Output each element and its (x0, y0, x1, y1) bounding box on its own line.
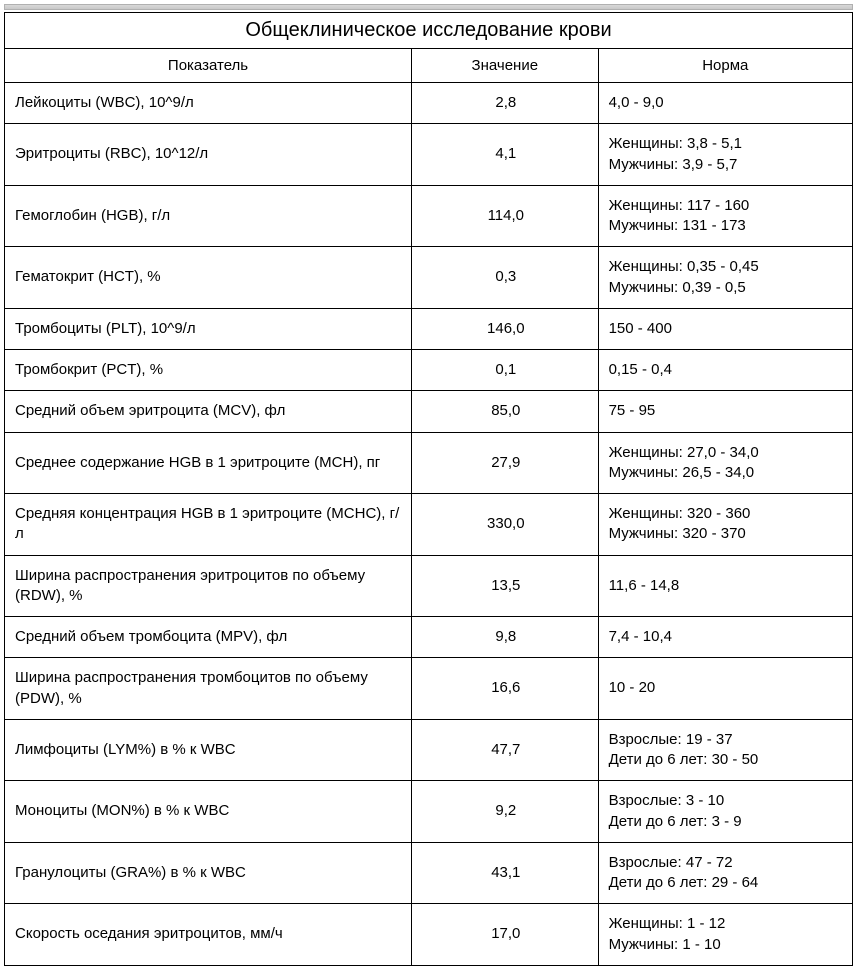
param-cell: Среднее содержание HGB в 1 эритроците (M… (5, 432, 412, 494)
window-top-bar (4, 4, 853, 10)
norm-cell: Женщины: 1 - 12Мужчины: 1 - 10 (598, 904, 852, 966)
param-cell: Моноциты (MON%) в % к WBC (5, 781, 412, 843)
table-row: Тромбоциты (PLT), 10^9/л146,0 150 - 400 (5, 308, 853, 349)
value-cell: 2,8 (412, 83, 599, 124)
table-title: Общеклиническое исследование крови (5, 13, 853, 49)
norm-line: Мужчины: 3,9 - 5,7 (609, 155, 844, 175)
value-cell: 0,3 (412, 247, 599, 309)
norm-cell: 7,4 - 10,4 (598, 617, 852, 658)
norm-cell: 4,0 - 9,0 (598, 83, 852, 124)
value-cell: 0,1 (412, 350, 599, 391)
norm-line: Женщины: 1 - 12 (609, 914, 844, 934)
norm-cell: 150 - 400 (598, 308, 852, 349)
param-cell: Скорость оседания эритроцитов, мм/ч (5, 904, 412, 966)
norm-line: Женщины: 0,35 - 0,45 (609, 257, 844, 277)
value-cell: 17,0 (412, 904, 599, 966)
value-cell: 9,2 (412, 781, 599, 843)
norm-cell: Взрослые: 19 - 37Дети до 6 лет: 30 - 50 (598, 719, 852, 781)
norm-line: Дети до 6 лет: 3 - 9 (609, 812, 844, 832)
param-cell: Эритроциты (RBC), 10^12/л (5, 124, 412, 186)
value-cell: 13,5 (412, 555, 599, 617)
value-cell: 43,1 (412, 842, 599, 904)
value-cell: 330,0 (412, 494, 599, 556)
norm-line: 4,0 - 9,0 (609, 93, 844, 113)
norm-cell: Взрослые: 3 - 10Дети до 6 лет: 3 - 9 (598, 781, 852, 843)
table-row: Скорость оседания эритроцитов, мм/ч17,0Ж… (5, 904, 853, 966)
header-value: Значение (412, 49, 599, 83)
param-cell: Средний объем тромбоцита (MPV), фл (5, 617, 412, 658)
norm-cell: Женщины: 0,35 - 0,45Мужчины: 0,39 - 0,5 (598, 247, 852, 309)
norm-cell: Женщины: 117 - 160Мужчины: 131 - 173 (598, 185, 852, 247)
table-row: Лимфоциты (LYM%) в % к WBC47,7Взрослые: … (5, 719, 853, 781)
norm-cell: 10 - 20 (598, 658, 852, 720)
param-cell: Лейкоциты (WBC), 10^9/л (5, 83, 412, 124)
table-row: Ширина распространения эритроцитов по об… (5, 555, 853, 617)
table-row: Средний объем тромбоцита (MPV), фл9,8 7,4… (5, 617, 853, 658)
value-cell: 85,0 (412, 391, 599, 432)
norm-line: Женщины: 27,0 - 34,0 (609, 443, 844, 463)
value-cell: 16,6 (412, 658, 599, 720)
norm-line: Дети до 6 лет: 29 - 64 (609, 873, 844, 893)
table-row: Гематокрит (HCT), %0,3Женщины: 0,35 - 0,… (5, 247, 853, 309)
norm-cell: Взрослые: 47 - 72Дети до 6 лет: 29 - 64 (598, 842, 852, 904)
param-cell: Ширина распространения эритроцитов по об… (5, 555, 412, 617)
header-norm: Норма (598, 49, 852, 83)
norm-line: 10 - 20 (609, 678, 844, 698)
param-cell: Средний объем эритроцита (MCV), фл (5, 391, 412, 432)
norm-cell: 11,6 - 14,8 (598, 555, 852, 617)
norm-line: Взрослые: 19 - 37 (609, 730, 844, 750)
value-cell: 27,9 (412, 432, 599, 494)
value-cell: 146,0 (412, 308, 599, 349)
norm-line: Мужчины: 131 - 173 (609, 216, 844, 236)
header-param: Показатель (5, 49, 412, 83)
header-row: Показатель Значение Норма (5, 49, 853, 83)
param-cell: Средняя концентрация HGB в 1 эритроците … (5, 494, 412, 556)
table-row: Ширина распространения тромбоцитов по об… (5, 658, 853, 720)
param-cell: Лимфоциты (LYM%) в % к WBC (5, 719, 412, 781)
param-cell: Гемоглобин (HGB), г/л (5, 185, 412, 247)
norm-line: 150 - 400 (609, 319, 844, 339)
value-cell: 114,0 (412, 185, 599, 247)
norm-cell: Женщины: 3,8 - 5,1Мужчины: 3,9 - 5,7 (598, 124, 852, 186)
norm-line: Мужчины: 0,39 - 0,5 (609, 278, 844, 298)
norm-line: Взрослые: 47 - 72 (609, 853, 844, 873)
norm-line: Дети до 6 лет: 30 - 50 (609, 750, 844, 770)
param-cell: Гематокрит (HCT), % (5, 247, 412, 309)
param-cell: Гранулоциты (GRA%) в % к WBC (5, 842, 412, 904)
param-cell: Тромбоциты (PLT), 10^9/л (5, 308, 412, 349)
norm-line: 7,4 - 10,4 (609, 627, 844, 647)
table-row: Среднее содержание HGB в 1 эритроците (M… (5, 432, 853, 494)
norm-cell: Женщины: 27,0 - 34,0Мужчины: 26,5 - 34,0 (598, 432, 852, 494)
norm-line: Мужчины: 320 - 370 (609, 524, 844, 544)
table-row: Средняя концентрация HGB в 1 эритроците … (5, 494, 853, 556)
norm-cell: 75 - 95 (598, 391, 852, 432)
blood-test-table: Общеклиническое исследование крови Показ… (4, 12, 853, 966)
param-cell: Ширина распространения тромбоцитов по об… (5, 658, 412, 720)
value-cell: 9,8 (412, 617, 599, 658)
norm-line: Мужчины: 1 - 10 (609, 935, 844, 955)
norm-line: Женщины: 117 - 160 (609, 196, 844, 216)
norm-line: Женщины: 3,8 - 5,1 (609, 134, 844, 154)
norm-line: 0,15 - 0,4 (609, 360, 844, 380)
title-row: Общеклиническое исследование крови (5, 13, 853, 49)
norm-line: Женщины: 320 - 360 (609, 504, 844, 524)
table-row: Гранулоциты (GRA%) в % к WBC43,1Взрослые… (5, 842, 853, 904)
norm-line: 11,6 - 14,8 (609, 576, 844, 596)
table-row: Гемоглобин (HGB), г/л114,0Женщины: 117 -… (5, 185, 853, 247)
param-cell: Тромбокрит (PCT), % (5, 350, 412, 391)
table-row: Тромбокрит (PCT), %0,1 0,15 - 0,4 (5, 350, 853, 391)
norm-line: 75 - 95 (609, 401, 844, 421)
norm-line: Взрослые: 3 - 10 (609, 791, 844, 811)
norm-cell: 0,15 - 0,4 (598, 350, 852, 391)
table-row: Средний объем эритроцита (MCV), фл85,0 75… (5, 391, 853, 432)
value-cell: 47,7 (412, 719, 599, 781)
norm-cell: Женщины: 320 - 360Мужчины: 320 - 370 (598, 494, 852, 556)
table-row: Эритроциты (RBC), 10^12/л4,1Женщины: 3,8… (5, 124, 853, 186)
table-body: Лейкоциты (WBC), 10^9/л2,8 4,0 - 9,0 Эритр… (5, 83, 853, 966)
table-row: Лейкоциты (WBC), 10^9/л2,8 4,0 - 9,0 (5, 83, 853, 124)
value-cell: 4,1 (412, 124, 599, 186)
table-row: Моноциты (MON%) в % к WBC9,2Взрослые: 3 … (5, 781, 853, 843)
norm-line: Мужчины: 26,5 - 34,0 (609, 463, 844, 483)
